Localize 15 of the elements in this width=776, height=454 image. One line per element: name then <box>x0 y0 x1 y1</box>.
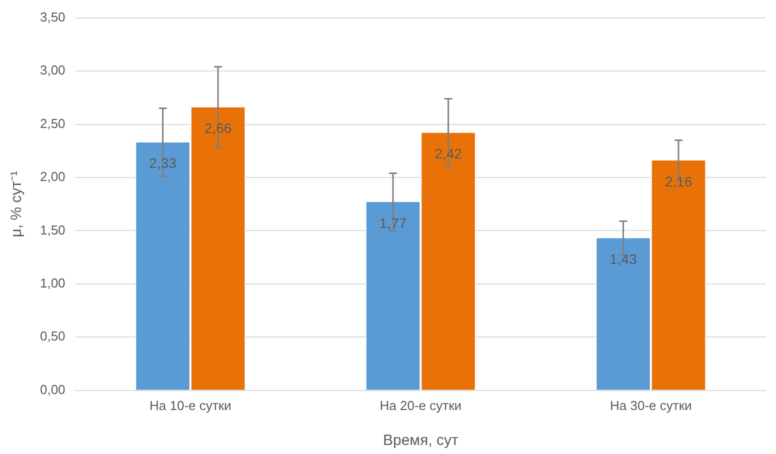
x-tick-label: На 30-е сутки <box>610 398 692 413</box>
x-tick-label: На 20-е сутки <box>380 398 462 413</box>
y-axis-title: μ, % сут⁻¹ <box>8 170 26 238</box>
x-tick-label: На 10-е сутки <box>150 398 232 413</box>
y-tick-label: 1,50 <box>40 222 66 238</box>
y-tick-label: 3,50 <box>40 9 66 24</box>
y-tick-label: 1,00 <box>40 276 66 291</box>
y-tick-label: 0,50 <box>40 328 66 344</box>
data-label: 1,43 <box>610 251 638 268</box>
y-tick-label: 0,00 <box>40 382 66 397</box>
y-tick-label: 3,00 <box>40 62 66 78</box>
y-tick-label: 2,00 <box>40 169 66 184</box>
x-axis-title: Время, сут <box>382 432 458 450</box>
y-tick-label: 2,50 <box>40 116 66 131</box>
data-label: 2,16 <box>664 173 692 190</box>
